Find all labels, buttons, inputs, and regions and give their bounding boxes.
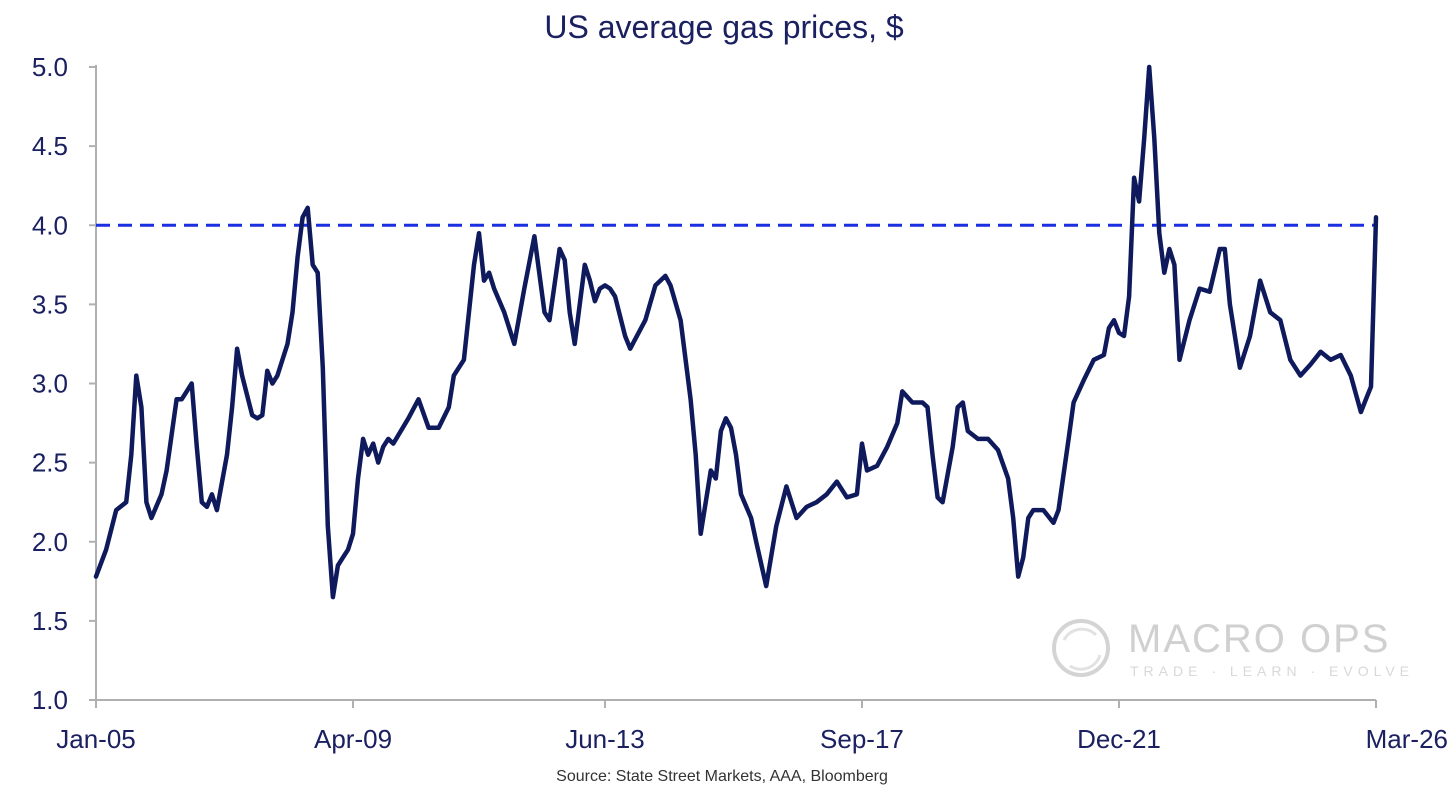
x-tick-label: Apr-09 xyxy=(314,724,392,754)
watermark-tagline: TRADE · LEARN · EVOLVE xyxy=(1130,663,1414,679)
chart-title: US average gas prices, $ xyxy=(544,9,904,45)
x-tick-label: Dec-21 xyxy=(1077,724,1161,754)
source-note: Source: State Street Markets, AAA, Bloom… xyxy=(556,768,888,785)
y-axis: 1.0 1.5 2.0 2.5 3.0 3.5 4.0 4.5 5.0 xyxy=(32,52,96,715)
x-tick-label: Jan-05 xyxy=(56,724,136,754)
y-tick-label: 2.5 xyxy=(32,448,68,478)
y-tick-label: 2.0 xyxy=(32,527,68,557)
x-axis: Jan-05 Apr-09 Jun-13 Sep-17 Dec-21 Mar-26 xyxy=(56,700,1448,754)
x-tick-label: Jun-13 xyxy=(565,724,645,754)
watermark-name: MACRO OPS xyxy=(1128,617,1390,661)
y-tick-label: 1.0 xyxy=(32,685,68,715)
x-tick-label: Sep-17 xyxy=(820,724,904,754)
y-tick-label: 4.5 xyxy=(32,131,68,161)
macro-ops-logo-icon xyxy=(1052,619,1110,677)
x-tick-label: Mar-26 xyxy=(1366,724,1448,754)
y-tick-label: 1.5 xyxy=(32,606,68,636)
watermark: MACRO OPS TRADE · LEARN · EVOLVE xyxy=(1052,617,1414,679)
y-tick-label: 4.0 xyxy=(32,210,68,240)
y-tick-label: 3.0 xyxy=(32,369,68,399)
gas-price-series-line xyxy=(93,64,1379,600)
y-tick-label: 3.5 xyxy=(32,289,68,319)
y-tick-label: 5.0 xyxy=(32,52,68,82)
